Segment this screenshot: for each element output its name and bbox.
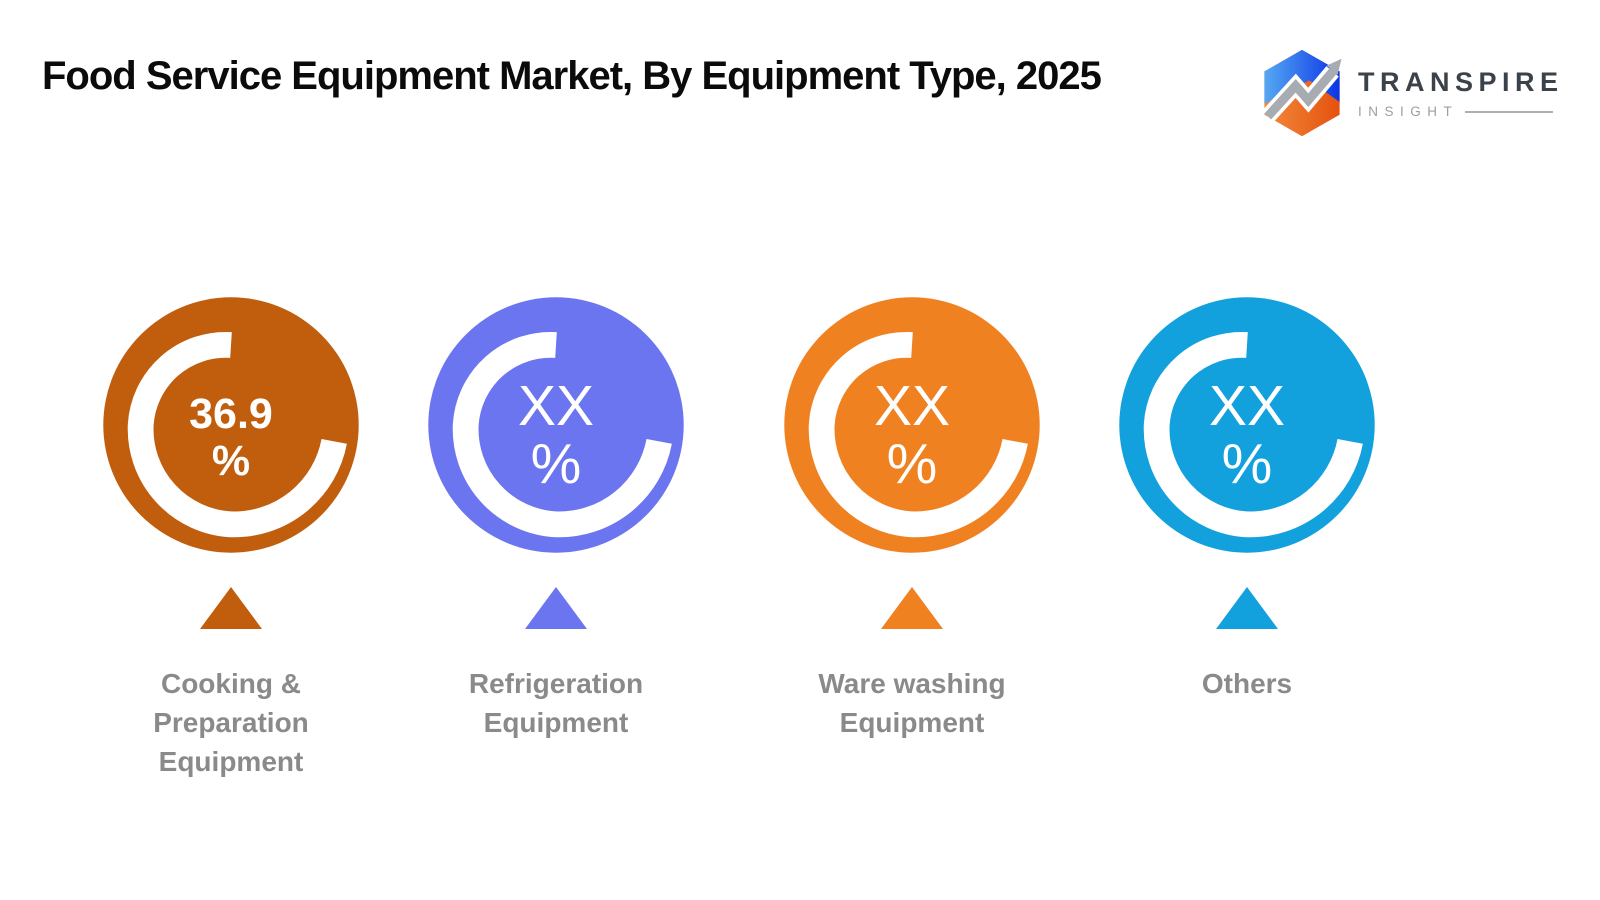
segment-label: Refrigeration Equipment: [469, 664, 643, 742]
pointer-triangle: [1216, 587, 1278, 629]
page-title: Food Service Equipment Market, By Equipm…: [42, 54, 1102, 98]
segment-label-line: Equipment: [839, 707, 985, 739]
gauge-value-unit: %: [886, 432, 938, 496]
gauge-swirl-chart: [1119, 297, 1375, 553]
segment-ware-washing: XX % Ware washing Equipment: [742, 296, 1082, 742]
gauge-swirl-chart: [428, 297, 684, 553]
pointer-triangle: [200, 587, 262, 629]
gauge-cooking-preparation: 36.9 %: [102, 296, 360, 554]
gauge-swirl-arc: [808, 331, 1028, 538]
gauge-value-unit: %: [530, 432, 582, 496]
segment-others: XX % Others: [1077, 296, 1417, 703]
segment-label-line: Equipment: [158, 746, 304, 778]
gauge-swirl-chart: [784, 297, 1040, 553]
segment-label: Others: [1202, 664, 1292, 703]
logo-tagline: INSIGHT: [1358, 104, 1459, 119]
transpire-logo: TRANSPIRE INSIGHT: [1256, 48, 1564, 138]
gauge-refrigeration: XX %: [427, 296, 685, 554]
segment-label: Cooking & Preparation Equipment: [153, 664, 309, 782]
logo-text: TRANSPIRE INSIGHT: [1358, 67, 1564, 119]
pointer-triangle-shape: [1216, 587, 1278, 629]
segment-label-line: Refrigeration: [468, 668, 644, 699]
segment-label-line: Others: [1201, 668, 1293, 699]
segment-label: Ware washing Equipment: [818, 664, 1005, 742]
pointer-triangle-shape: [525, 587, 587, 629]
gauge-ware-washing: XX %: [783, 296, 1041, 554]
gauge-value-unit: %: [211, 437, 251, 485]
gauge-value: 36.9 %: [102, 309, 360, 567]
segment-label-line: Preparation: [153, 707, 309, 739]
gauge-value-number: XX: [517, 373, 595, 438]
gauge-swirl-chart: [103, 297, 359, 553]
segment-label-line: Equipment: [483, 707, 629, 739]
gauge-swirl-arc: [1143, 331, 1363, 538]
pointer-triangle: [881, 587, 943, 629]
gauge-value: XX %: [427, 306, 685, 564]
pointer-triangle: [525, 587, 587, 629]
logo-rule: [1465, 110, 1554, 113]
gauge-value-number: XX: [873, 373, 951, 438]
gauge-others: XX %: [1118, 296, 1376, 554]
transpire-logo-icon: [1261, 49, 1342, 137]
gauge-value-number: XX: [1208, 373, 1286, 438]
gauge-swirl-arc: [452, 331, 672, 538]
segment-cooking-preparation: 36.9 % Cooking & Preparation Equipment: [61, 296, 401, 782]
segment-label-line: Ware washing: [818, 668, 1006, 699]
logo-tagline-row: INSIGHT: [1358, 104, 1564, 119]
logo-name: TRANSPIRE: [1358, 67, 1564, 97]
gauge-value-unit: %: [1221, 432, 1273, 496]
gauge-value: XX %: [783, 306, 1041, 564]
segment-refrigeration: XX % Refrigeration Equipment: [386, 296, 726, 742]
pointer-triangle-shape: [881, 587, 943, 629]
gauge-value: XX %: [1118, 306, 1376, 564]
pointer-triangle-shape: [200, 587, 262, 629]
gauge-swirl-arc: [127, 331, 347, 538]
gauge-value-number: 36.9: [189, 389, 273, 438]
segment-label-line: Cooking &: [160, 668, 301, 699]
